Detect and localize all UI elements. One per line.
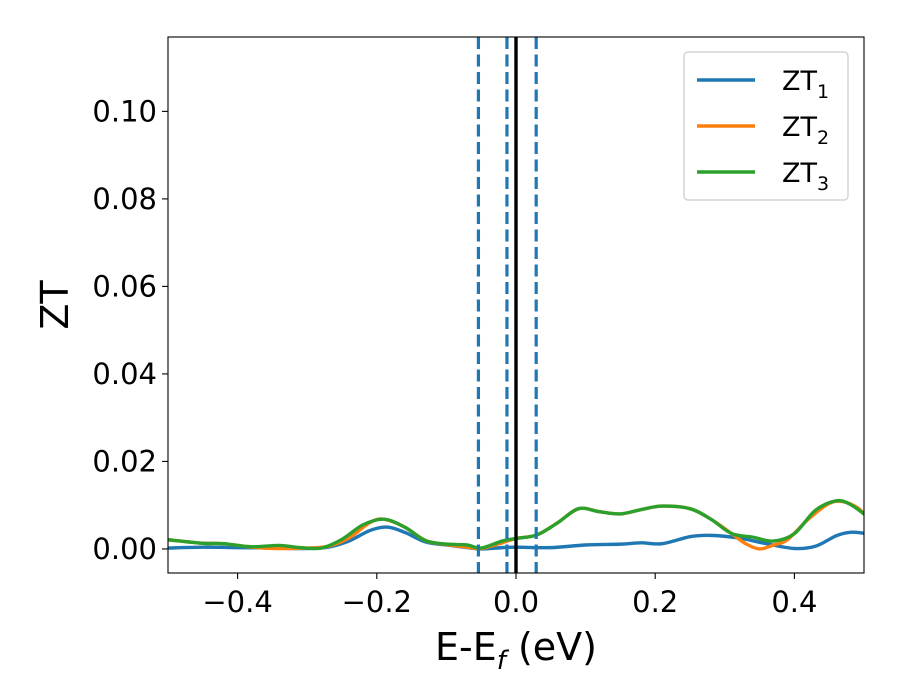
y-tick-label: 0.00 (92, 532, 157, 566)
x-tick-label: −0.4 (202, 585, 272, 619)
x-tick-label: 0.4 (771, 585, 817, 619)
legend-label-zt1: ZT1 (782, 66, 829, 103)
y-tick-label: 0.02 (92, 444, 157, 478)
x-tick-label: 0.2 (632, 585, 678, 619)
legend-label-sub: 3 (817, 173, 829, 195)
x-tick-label: 0.0 (493, 585, 539, 619)
series-line-zt3 (168, 498, 864, 551)
x-axis-label-unit: (eV) (506, 625, 597, 669)
y-tick-label: 0.04 (92, 357, 157, 391)
legend-label-sub: 1 (817, 81, 829, 103)
plot-area (168, 37, 864, 573)
axes: −0.4 −0.2 0.0 0.2 0.4 0.00 0.02 0.04 0.06 0.08 0.1… (33, 36, 865, 676)
legend-label-zt2: ZT2 (782, 112, 829, 149)
x-axis-label-main: E-E (435, 625, 497, 669)
y-tick-label: 0.06 (92, 269, 157, 303)
legend-label-sub: 2 (817, 127, 829, 149)
y-tick-label: 0.10 (92, 94, 157, 128)
legend-label-main: ZT (782, 112, 817, 143)
legend-box (683, 51, 849, 201)
y-axis-label: ZT (33, 280, 77, 330)
legend-label-zt3: ZT3 (782, 158, 829, 195)
plot-content (168, 37, 864, 573)
y-tick-label: 0.08 (92, 182, 157, 216)
legend-label-main: ZT (782, 158, 817, 189)
x-axis-label: E-Ef (eV) (435, 625, 597, 676)
legend-label-main: ZT (782, 66, 817, 97)
x-tick-label: −0.2 (342, 585, 412, 619)
